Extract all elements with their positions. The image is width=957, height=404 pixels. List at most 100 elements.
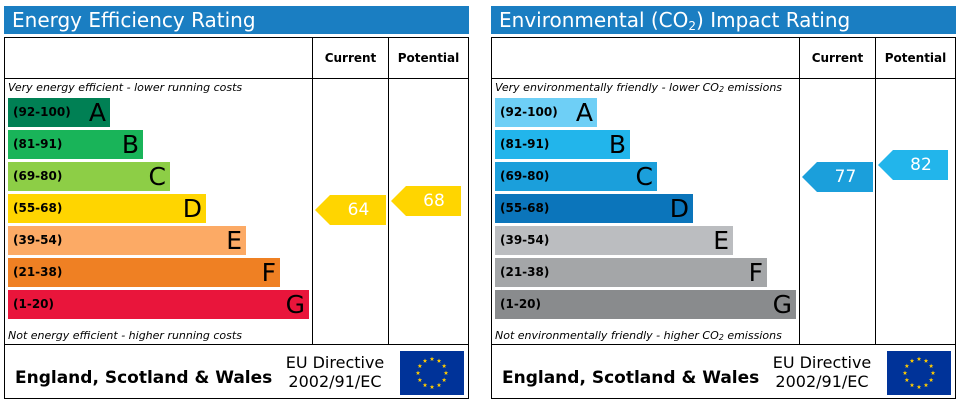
- current-column-header: Current: [811, 51, 864, 65]
- eu-star: [429, 356, 435, 361]
- current-arrow-shape: [315, 195, 386, 225]
- rating-band-e: (39-54) E: [495, 226, 733, 255]
- band-range-label: (39-54): [500, 233, 550, 247]
- top-note-text-end: emissions: [724, 81, 783, 94]
- bottom-note-text: Not environmentally friendly - higher CO: [495, 329, 719, 342]
- eu-star: [916, 384, 922, 389]
- rating-band-b: (81-91) B: [495, 130, 630, 159]
- band-range-label: (92-100): [13, 105, 71, 119]
- eu-star: [902, 370, 908, 375]
- current-arrow-shape: [802, 162, 873, 192]
- current-rating-arrow: 77: [802, 162, 873, 192]
- panel-title: Energy Efficiency Rating: [4, 6, 469, 34]
- potential-arrow-shape: [391, 186, 461, 216]
- band-range-label: (39-54): [13, 233, 63, 247]
- eu-star: [422, 358, 428, 363]
- band-range-label: (21-38): [500, 265, 550, 279]
- current-rating-value: 77: [834, 167, 857, 187]
- rating-band-d: (55-68) D: [495, 194, 693, 223]
- eu-star: [904, 377, 910, 382]
- bottom-note: Not environmentally friendly - higher CO…: [495, 329, 782, 342]
- rating-band-f: (21-38) F: [495, 258, 767, 287]
- eu-directive-line1: EU Directive: [772, 353, 872, 372]
- band-range-label: (92-100): [500, 105, 558, 119]
- band-letter-label: D: [669, 194, 689, 223]
- eu-star: [930, 370, 936, 375]
- bottom-note-text-end: emissions: [723, 329, 782, 342]
- band-letter-label: G: [772, 290, 792, 319]
- band-letter-label: A: [575, 98, 593, 127]
- band-letter-label: G: [285, 290, 305, 319]
- top-note-subscript: 2: [718, 85, 725, 94]
- title-subscript: 2: [688, 19, 697, 33]
- rating-band-b: (81-91) B: [8, 130, 143, 159]
- band-range-label: (55-68): [500, 201, 550, 215]
- eu-flag-icon: [400, 351, 464, 395]
- top-note: Very energy efficient - lower running co…: [8, 81, 243, 94]
- potential-rating-arrow: 68: [391, 186, 461, 216]
- column-divider: [799, 38, 800, 345]
- rating-band-a: (92-100) A: [495, 98, 597, 127]
- bottom-note-subscript: 2: [718, 333, 724, 342]
- footer-region: England, Scotland & Wales: [15, 368, 273, 388]
- eu-star: [923, 358, 929, 363]
- band-letter-label: C: [148, 162, 166, 191]
- band-letter-label: F: [748, 258, 763, 287]
- eu-directive-line1: EU Directive: [285, 353, 385, 372]
- environmental-impact-panel: Environmental (CO2) Impact Rating Curren…: [491, 6, 956, 399]
- band-range-label: (21-38): [13, 265, 63, 279]
- band-letter-label: E: [713, 226, 729, 255]
- eu-star: [422, 382, 428, 388]
- bottom-note: Not energy efficient - higher running co…: [8, 329, 242, 342]
- footer-region: England, Scotland & Wales: [502, 368, 760, 388]
- potential-column-header: Potential: [884, 51, 947, 65]
- band-range-label: (69-80): [13, 169, 63, 183]
- current-column-header: Current: [324, 51, 377, 65]
- eu-star: [904, 363, 910, 368]
- eu-directive-line2: 2002/91/EC: [288, 372, 382, 391]
- rating-band-c: (69-80) C: [8, 162, 170, 191]
- band-range-label: (81-91): [500, 137, 550, 151]
- rating-band-d: (55-68) D: [8, 194, 206, 223]
- current-rating-arrow: 64: [315, 195, 386, 225]
- eu-star: [441, 363, 447, 368]
- band-letter-label: C: [635, 162, 653, 191]
- eu-star: [916, 356, 922, 361]
- band-letter-label: E: [226, 226, 242, 255]
- header-divider: [492, 78, 955, 79]
- eu-star: [909, 358, 915, 363]
- eu-directive-line2: 2002/91/EC: [775, 372, 869, 391]
- eu-star: [417, 363, 423, 368]
- eu-star: [415, 370, 421, 375]
- current-rating-value: 64: [347, 200, 370, 220]
- rating-band-f: (21-38) F: [8, 258, 280, 287]
- eu-star: [436, 382, 442, 388]
- footer-divider: [5, 344, 468, 345]
- rating-band-c: (69-80) C: [495, 162, 657, 191]
- rating-frame: Current Potential Very energy efficient …: [4, 37, 469, 399]
- column-divider: [875, 38, 876, 345]
- potential-column-header: Potential: [397, 51, 460, 65]
- title-text: Environmental (CO: [499, 8, 689, 32]
- potential-arrow-shape: [878, 150, 948, 180]
- top-note: Very environmentally friendly - lower CO…: [495, 81, 782, 94]
- band-range-label: (1-20): [13, 297, 54, 311]
- eu-directive: EU Directive 2002/91/EC: [762, 353, 882, 391]
- band-range-label: (55-68): [13, 201, 63, 215]
- top-note-text: Very environmentally friendly - lower CO: [495, 81, 719, 94]
- rating-band-e: (39-54) E: [8, 226, 246, 255]
- band-range-label: (69-80): [500, 169, 550, 183]
- eu-star: [436, 358, 442, 363]
- eu-star: [928, 363, 934, 368]
- eu-star: [441, 377, 447, 382]
- header-divider: [5, 78, 468, 79]
- band-letter-label: B: [121, 130, 139, 159]
- potential-rating-value: 68: [423, 191, 445, 211]
- eu-star: [429, 384, 435, 389]
- rating-band-g: (1-20) G: [8, 290, 309, 319]
- panel-title: Environmental (CO2) Impact Rating: [491, 6, 956, 34]
- title-text-end: ) Impact Rating: [696, 8, 851, 32]
- band-letter-label: D: [182, 194, 202, 223]
- band-letter-label: F: [261, 258, 276, 287]
- rating-frame: Current Potential Very environmentally f…: [491, 37, 956, 399]
